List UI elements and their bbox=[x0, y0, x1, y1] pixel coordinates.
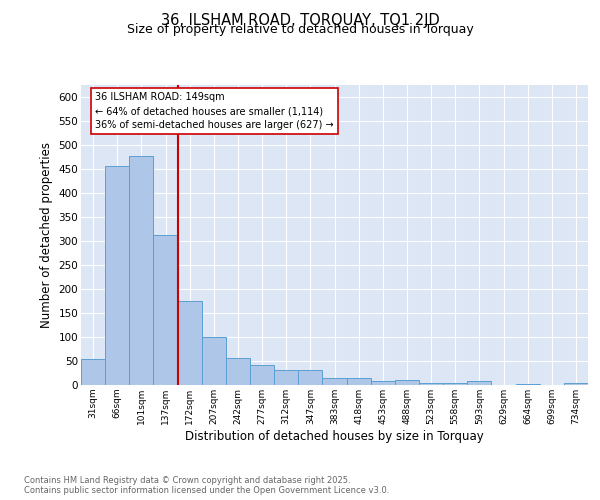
Bar bbox=[371, 380, 395, 385]
Bar bbox=[298, 370, 322, 385]
Bar bbox=[129, 156, 154, 385]
Y-axis label: Number of detached properties: Number of detached properties bbox=[40, 142, 53, 328]
Bar bbox=[178, 301, 202, 385]
Bar bbox=[274, 370, 298, 385]
Bar bbox=[443, 382, 467, 385]
Bar bbox=[105, 166, 129, 385]
Bar bbox=[419, 382, 443, 385]
Bar bbox=[202, 336, 226, 385]
Bar bbox=[347, 378, 371, 385]
Text: 36 ILSHAM ROAD: 149sqm
← 64% of detached houses are smaller (1,114)
36% of semi-: 36 ILSHAM ROAD: 149sqm ← 64% of detached… bbox=[95, 92, 334, 130]
Bar bbox=[154, 235, 178, 385]
Text: Contains HM Land Registry data © Crown copyright and database right 2025.
Contai: Contains HM Land Registry data © Crown c… bbox=[24, 476, 389, 495]
Bar bbox=[81, 359, 105, 385]
Bar bbox=[250, 365, 274, 385]
Text: 36, ILSHAM ROAD, TORQUAY, TQ1 2JD: 36, ILSHAM ROAD, TORQUAY, TQ1 2JD bbox=[161, 12, 439, 28]
Bar bbox=[226, 358, 250, 385]
Text: Size of property relative to detached houses in Torquay: Size of property relative to detached ho… bbox=[127, 24, 473, 36]
Bar bbox=[395, 380, 419, 385]
Bar bbox=[322, 378, 347, 385]
Bar bbox=[515, 384, 540, 385]
Bar bbox=[564, 383, 588, 385]
X-axis label: Distribution of detached houses by size in Torquay: Distribution of detached houses by size … bbox=[185, 430, 484, 442]
Bar bbox=[467, 380, 491, 385]
